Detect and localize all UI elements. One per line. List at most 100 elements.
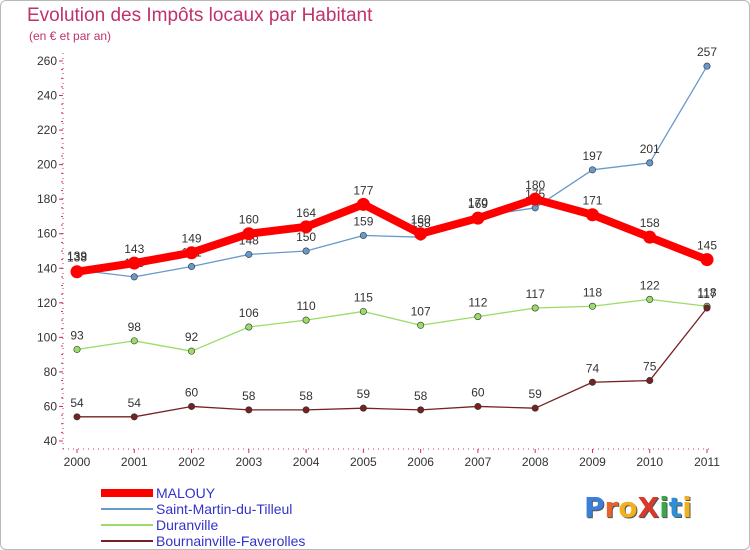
data-point [188,263,196,271]
data-point [588,166,596,174]
data-point [646,295,654,303]
data-point [528,192,542,206]
data-label: 257 [697,45,717,59]
data-point [245,250,253,258]
data-point [359,404,367,412]
logo-letter: o [618,491,638,524]
data-point [302,316,310,324]
data-label: 54 [128,396,142,410]
x-tick-label: 2008 [522,455,549,469]
data-label: 122 [640,278,660,292]
x-tick-label: 2007 [465,455,492,469]
x-tick-label: 2011 [694,455,720,469]
data-label: 169 [468,197,488,211]
data-point [359,231,367,239]
data-label: 177 [353,183,373,197]
y-tick-label: 220 [37,123,57,137]
x-tick-label: 2001 [121,455,148,469]
logo-letter: i [659,491,669,524]
data-point [73,413,81,421]
y-tick-label: 260 [37,54,57,68]
data-point [130,337,138,345]
x-tick-label: 2006 [407,455,434,469]
data-point [471,211,485,225]
x-tick-label: 2010 [636,455,663,469]
data-label: 74 [586,361,600,375]
data-label: 201 [640,142,660,156]
x-tick-label: 2005 [350,455,377,469]
data-label: 93 [70,328,84,342]
data-point [130,413,138,421]
data-label: 180 [525,178,545,192]
data-label: 98 [128,320,142,334]
data-label: 158 [640,216,660,230]
x-tick-label: 2000 [64,455,91,469]
data-point [245,406,253,414]
logo-letter: i [682,491,692,524]
logo-letter: r [604,491,619,524]
chart-subtitle: (en € et par an) [29,29,112,43]
data-label: 139 [67,249,87,263]
data-label: 158 [411,216,431,230]
data-point [417,321,425,329]
data-label: 145 [697,239,717,253]
y-tick-label: 100 [37,330,57,344]
data-label: 170 [468,195,488,209]
y-tick-label: 140 [37,261,57,275]
data-label: 159 [353,214,373,228]
data-point [643,230,657,244]
data-point [302,406,310,414]
data-point [531,304,539,312]
data-point [299,220,313,234]
x-tick-label: 2003 [235,455,262,469]
data-label: 164 [296,206,316,220]
legend-swatch [101,489,153,497]
data-label: 117 [697,287,716,301]
data-label: 60 [185,385,199,399]
data-point [703,62,711,70]
y-tick-label: 180 [37,192,57,206]
data-label: 60 [471,385,485,399]
data-point [531,404,539,412]
data-label: 106 [239,306,259,320]
data-label: 160 [411,213,431,227]
data-label: 149 [182,232,202,246]
data-point [588,378,596,386]
data-point [130,273,138,281]
data-label: 75 [643,360,657,374]
legend-label: Bournainville-Faverolles [156,533,306,549]
data-label: 58 [242,389,256,403]
data-label: 54 [70,396,84,410]
data-label: 112 [468,296,487,310]
data-label: 160 [239,213,259,227]
x-tick-label: 2002 [178,455,205,469]
data-point [646,377,654,385]
data-label: 150 [296,230,316,244]
legend-swatch [101,540,153,542]
data-point [245,323,253,331]
series-line-bournainville-faverolles [76,307,708,418]
data-point [188,347,196,355]
data-point [356,197,370,211]
logo-letter: X [637,491,660,524]
data-point [359,307,367,315]
data-label: 118 [583,285,602,299]
legend-label: Duranville [156,517,219,533]
chart-title: Evolution des Impôts locaux par Habitant [27,5,373,26]
legend-swatch [101,524,153,526]
y-tick-label: 200 [37,158,57,172]
y-tick-label: 60 [44,399,58,413]
data-label: 59 [357,387,371,401]
data-label: 118 [697,285,716,299]
series-line-duranville [76,298,708,352]
data-label: 107 [411,304,431,318]
data-label: 92 [185,330,199,344]
data-point [188,402,196,410]
series-line-malouy [73,195,711,276]
data-point [414,227,428,241]
data-point [417,406,425,414]
data-label: 110 [297,299,316,313]
data-point [127,256,141,270]
data-point [588,302,596,310]
